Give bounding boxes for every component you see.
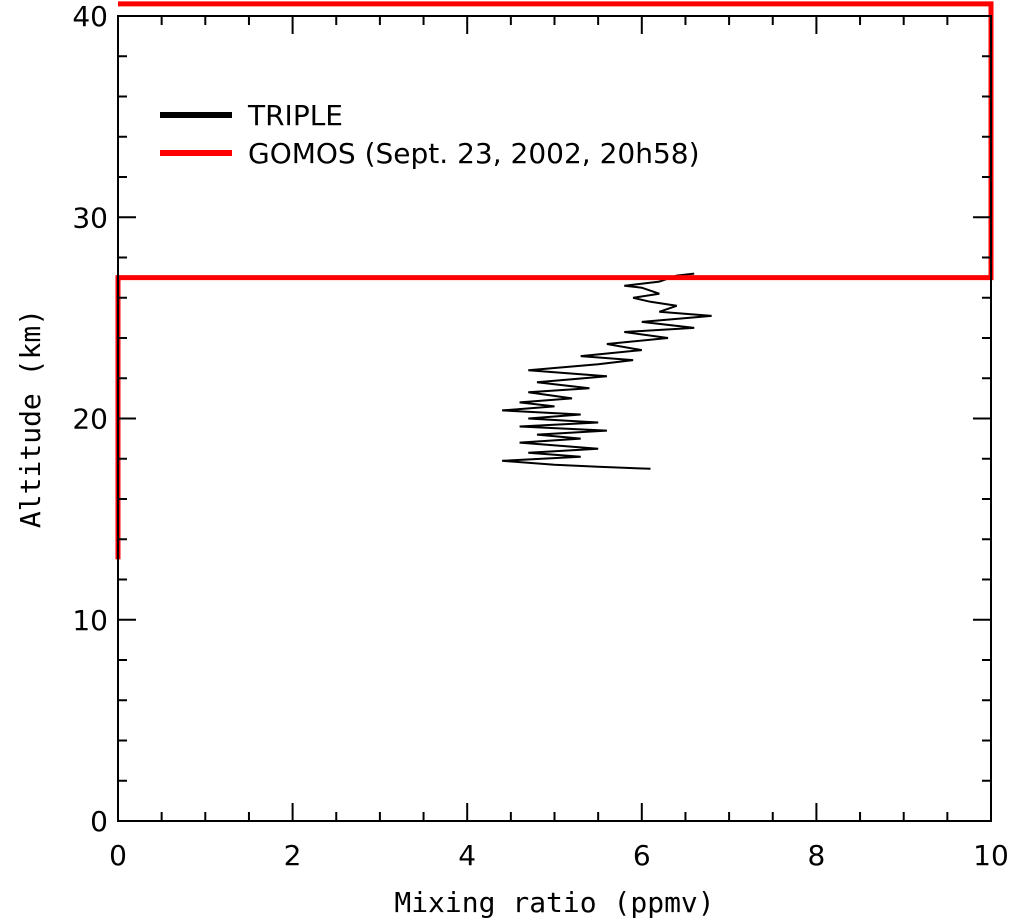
legend-label: GOMOS (Sept. 23, 2002, 20h58) xyxy=(248,137,700,170)
y-tick-label: 20 xyxy=(72,403,108,436)
y-tick-label: 30 xyxy=(72,201,108,234)
x-axis-title: Mixing ratio (ppmv) xyxy=(394,886,714,919)
x-tick-label: 2 xyxy=(284,839,302,872)
series-line-triple xyxy=(502,272,712,470)
ticks-layer xyxy=(117,15,992,822)
x-tick-label: 10 xyxy=(973,839,1009,872)
y-tick-label: 10 xyxy=(72,604,108,637)
legend-label: TRIPLE xyxy=(247,99,343,132)
legend: TRIPLE GOMOS (Sept. 23, 2002, 20h58) xyxy=(160,99,700,170)
x-tick-label: 4 xyxy=(458,839,476,872)
y-tick-label: 0 xyxy=(90,805,108,838)
tick-labels: 0 2 4 6 8 10 0 10 20 30 40 xyxy=(72,0,1008,872)
y-axis-title: Altitude (km) xyxy=(14,309,47,528)
x-tick-label: 0 xyxy=(109,839,127,872)
x-tick-label: 8 xyxy=(807,839,825,872)
x-tick-label: 6 xyxy=(633,839,651,872)
y-tick-label: 40 xyxy=(72,0,108,33)
